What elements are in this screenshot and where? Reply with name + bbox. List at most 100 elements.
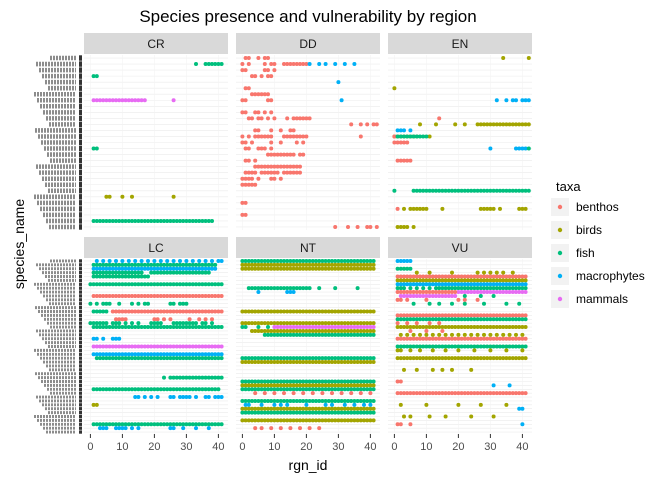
point-mammals [498, 290, 502, 295]
point-birds [259, 383, 264, 388]
point-birds [443, 278, 448, 283]
point-fish [203, 282, 208, 287]
point-macrophytes [110, 352, 115, 357]
point-fish [174, 321, 179, 326]
point-mammals [101, 344, 106, 349]
point-birds [523, 206, 528, 211]
x-tick-label: 40 [516, 441, 528, 453]
point-benthos [405, 313, 410, 318]
point-birds [336, 360, 341, 365]
point-fish [262, 379, 267, 384]
point-macrophytes [398, 258, 403, 263]
point-benthos [174, 309, 179, 314]
point-benthos [216, 293, 221, 298]
point-birds [288, 360, 293, 365]
point-benthos [402, 290, 406, 295]
point-macrophytes [510, 98, 515, 103]
point-fish [262, 398, 267, 403]
point-benthos [307, 426, 312, 431]
point-fish [310, 356, 315, 361]
point-fish [456, 344, 461, 349]
point-fish [434, 317, 438, 322]
point-birds [333, 418, 338, 423]
point-benthos [478, 274, 483, 279]
point-macrophytes [246, 402, 251, 407]
point-fish [181, 321, 186, 326]
point-benthos [469, 313, 474, 318]
points [91, 62, 224, 223]
point-mammals [146, 344, 150, 349]
point-fish [304, 258, 309, 263]
panel-lc: LC [34, 237, 228, 434]
point-fish [368, 332, 373, 337]
point-birds [520, 278, 525, 283]
point-benthos [466, 313, 470, 318]
point-fish [165, 325, 170, 330]
point-fish [437, 301, 442, 306]
point-fish [146, 218, 150, 223]
point-birds [421, 325, 426, 330]
point-birds [298, 360, 302, 365]
point-benthos [139, 293, 144, 298]
point-birds [408, 356, 413, 361]
point-fish [526, 146, 531, 151]
point-macrophytes [507, 383, 512, 388]
point-fish [278, 410, 283, 415]
point-fish [171, 262, 176, 267]
point-birds [342, 262, 347, 267]
point-benthos [446, 274, 451, 279]
facet-strip-label: NT [300, 241, 317, 255]
point-birds [488, 325, 493, 330]
point-benthos [269, 152, 274, 157]
point-birds [269, 406, 274, 411]
point-benthos [285, 62, 290, 67]
point-fish [298, 356, 302, 361]
point-fish [133, 218, 138, 223]
point-birds [256, 383, 261, 388]
point-benthos [240, 140, 245, 145]
point-benthos [301, 62, 306, 67]
point-benthos [259, 92, 264, 97]
point-fish [485, 188, 490, 193]
point-fish [326, 398, 331, 403]
point-fish [330, 258, 334, 263]
point-fish [190, 325, 195, 330]
point-birds [469, 414, 474, 419]
point-benthos [424, 328, 429, 333]
panel-vu: VU [388, 237, 532, 434]
point-birds [478, 325, 483, 330]
point-fish [216, 422, 221, 427]
point-birds [349, 309, 354, 314]
point-benthos [520, 313, 525, 318]
point-benthos [517, 391, 522, 396]
point-fish [266, 379, 270, 384]
point-fish [149, 325, 154, 330]
point-benthos [243, 182, 248, 187]
point-macrophytes [478, 282, 483, 287]
point-macrophytes [520, 98, 525, 103]
point-macrophytes [213, 395, 218, 400]
point-fish [203, 375, 208, 380]
point-birds [330, 360, 334, 365]
point-birds [368, 383, 373, 388]
point-fish [362, 379, 366, 384]
point-birds [446, 325, 451, 330]
point-benthos [437, 274, 442, 279]
point-birds [355, 418, 360, 423]
point-benthos [272, 62, 277, 67]
point-macrophytes [101, 352, 106, 357]
point-macrophytes [136, 266, 141, 271]
point-birds [240, 309, 245, 314]
y-tick [79, 103, 82, 110]
point-birds [275, 418, 280, 423]
point-benthos [269, 176, 274, 181]
point-benthos [523, 336, 528, 341]
point-benthos [298, 62, 302, 67]
point-birds [398, 402, 403, 407]
point-fish [203, 262, 208, 267]
point-benthos [259, 134, 264, 139]
point-birds [504, 348, 509, 353]
point-birds [414, 356, 419, 361]
point-birds [398, 348, 403, 353]
point-fish [250, 258, 254, 263]
